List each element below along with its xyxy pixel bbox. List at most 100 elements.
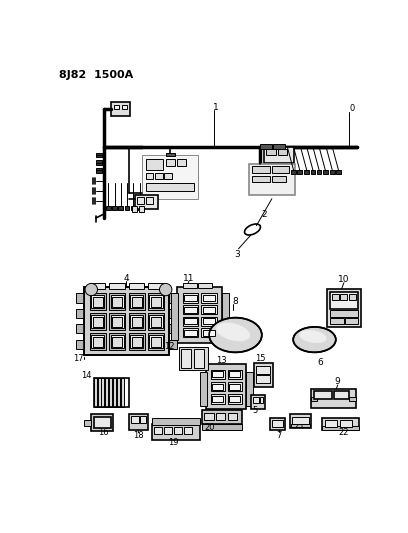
Bar <box>139 206 144 212</box>
Bar <box>109 313 125 329</box>
Bar <box>96 160 102 165</box>
Text: 10: 10 <box>338 275 350 284</box>
Bar <box>198 282 212 288</box>
Text: 19: 19 <box>168 438 179 447</box>
Bar <box>222 294 229 340</box>
Bar <box>111 295 124 308</box>
Bar <box>146 183 194 191</box>
Bar <box>130 315 143 328</box>
Bar <box>251 395 265 409</box>
Bar <box>211 370 224 379</box>
Bar <box>290 414 311 428</box>
Bar <box>212 371 223 377</box>
Bar <box>109 284 124 289</box>
Bar <box>114 105 119 109</box>
Text: 20: 20 <box>205 423 215 432</box>
Bar <box>84 287 169 355</box>
Bar <box>84 419 91 426</box>
Text: 15: 15 <box>255 354 266 364</box>
Ellipse shape <box>209 318 262 352</box>
Bar <box>130 335 143 348</box>
Text: 7: 7 <box>276 431 282 440</box>
Bar <box>260 144 272 149</box>
Bar <box>130 295 143 308</box>
Bar <box>229 371 240 377</box>
Bar <box>164 426 172 434</box>
Bar <box>184 306 197 313</box>
Bar <box>91 335 104 348</box>
Bar <box>149 335 163 348</box>
Bar <box>90 313 106 329</box>
Bar <box>323 170 328 174</box>
Bar <box>202 305 217 314</box>
Bar <box>149 315 163 328</box>
Bar <box>202 424 242 431</box>
Circle shape <box>160 284 172 296</box>
Bar <box>304 170 309 174</box>
Bar <box>202 410 242 424</box>
Bar <box>322 418 359 431</box>
Text: 22: 22 <box>338 427 348 437</box>
Bar <box>146 159 163 170</box>
Bar <box>111 102 130 116</box>
Bar <box>325 419 337 426</box>
Bar <box>254 363 273 387</box>
Bar <box>152 418 200 425</box>
Text: 2: 2 <box>261 209 267 219</box>
Bar <box>132 317 142 327</box>
Text: 1: 1 <box>213 103 219 112</box>
Bar <box>131 206 135 210</box>
Bar <box>148 284 163 289</box>
Bar <box>171 294 178 340</box>
Bar <box>166 152 175 156</box>
Bar <box>203 306 215 313</box>
Bar <box>93 378 129 407</box>
Bar <box>132 296 142 306</box>
Text: 8J82  1500A: 8J82 1500A <box>59 70 133 80</box>
Bar <box>272 175 286 182</box>
Text: 3: 3 <box>234 249 240 259</box>
Bar <box>76 340 84 349</box>
Bar <box>202 328 217 337</box>
Bar <box>166 159 175 166</box>
Bar <box>270 418 285 431</box>
Bar <box>129 414 148 431</box>
Bar <box>256 375 271 383</box>
Bar <box>91 315 104 328</box>
Text: 18: 18 <box>133 431 144 440</box>
Bar <box>112 336 122 346</box>
Bar <box>169 294 177 303</box>
Bar <box>118 206 123 210</box>
Bar <box>228 394 242 403</box>
Bar <box>93 317 103 327</box>
Bar <box>183 317 198 326</box>
Bar <box>183 282 197 288</box>
Bar <box>169 309 177 318</box>
Bar <box>146 173 153 180</box>
Bar <box>211 394 224 403</box>
Bar <box>229 396 240 402</box>
Bar <box>146 197 153 204</box>
Bar <box>202 317 217 326</box>
Bar <box>131 416 139 423</box>
Bar <box>149 295 163 308</box>
Bar <box>98 378 101 407</box>
Bar <box>90 284 105 289</box>
Bar <box>177 287 222 343</box>
Bar <box>246 372 253 406</box>
Bar <box>93 417 111 428</box>
Text: 6: 6 <box>317 358 323 367</box>
Bar <box>336 170 341 174</box>
Bar <box>216 413 225 419</box>
Bar <box>154 426 162 434</box>
Text: 0: 0 <box>349 104 354 113</box>
Text: 12: 12 <box>164 342 175 351</box>
Bar <box>200 372 207 406</box>
Bar <box>140 416 146 423</box>
Circle shape <box>85 284 98 296</box>
Bar <box>349 397 356 401</box>
Bar <box>253 398 259 403</box>
Bar <box>76 294 84 303</box>
Bar <box>184 426 192 434</box>
Bar <box>292 417 309 424</box>
